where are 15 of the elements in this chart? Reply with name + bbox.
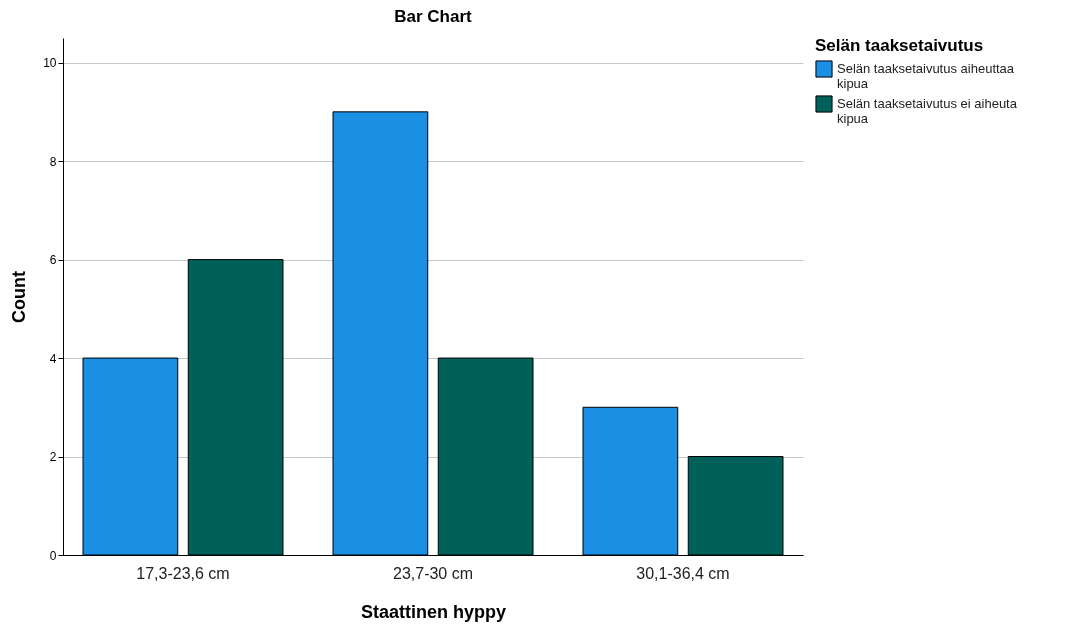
legend-label: Selän taaksetaivutus aiheuttaa kipua <box>837 61 1015 91</box>
y-tick-label: 0 <box>49 548 57 563</box>
legend-label: Selän taaksetaivutus ei aiheuta kipua <box>837 96 1018 126</box>
y-tick-label: 10 <box>43 56 57 71</box>
legend-title: Selän taaksetaivutus <box>815 36 984 55</box>
x-tick-label: 23,7-30 cm <box>392 564 474 582</box>
y-axis-title: Count <box>9 271 30 323</box>
y-tick-label: 2 <box>49 450 57 465</box>
x-axis-title: Staattinen hyppy <box>360 601 507 622</box>
y-tick-label: 4 <box>49 351 57 366</box>
y-tick-label: 8 <box>49 154 57 169</box>
x-tick-label: 17,3-23,6 cm <box>136 564 230 582</box>
y-tick-label: 6 <box>49 253 57 268</box>
x-tick-label: 30,1-36,4 cm <box>636 564 730 582</box>
chart-title: Bar Chart <box>394 7 473 26</box>
